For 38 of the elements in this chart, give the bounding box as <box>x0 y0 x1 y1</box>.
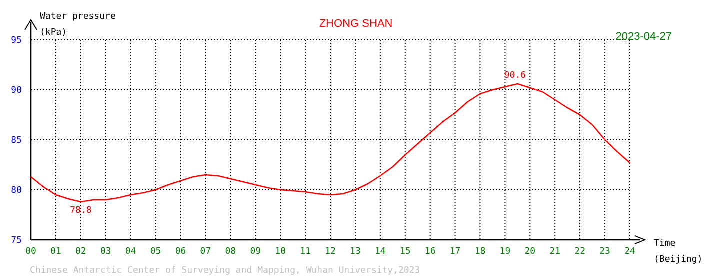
x-tick-label: 13 <box>350 247 361 257</box>
y-tick-label: 80 <box>11 186 22 196</box>
annotation: 78.8 <box>70 206 92 216</box>
x-tick-label: 22 <box>574 247 586 257</box>
y-tick-label: 85 <box>11 136 22 146</box>
annotation: 90.6 <box>504 71 526 81</box>
x-tick-label: 11 <box>300 247 311 257</box>
x-tick-label: 19 <box>500 247 511 257</box>
x-tick-label: 03 <box>100 247 112 257</box>
x-tick-label: 18 <box>474 247 486 257</box>
x-tick-label: 01 <box>50 247 62 257</box>
y-axis-title: Water pressure (kPa) <box>40 12 116 38</box>
x-tick-label: 20 <box>524 247 536 257</box>
chart-title: ZHONG SHAN <box>319 18 393 30</box>
x-tick-label: 04 <box>125 247 136 257</box>
x-tick-label: 06 <box>175 247 186 257</box>
chart-subtitle: 2023-04-27 <box>616 31 672 43</box>
x-axis-title: Time (Beijing) <box>654 239 703 265</box>
line-series <box>30 83 631 203</box>
x-tick-label: 16 <box>424 247 436 257</box>
x-tick-label: 23 <box>600 247 610 257</box>
x-tick-label: 08 <box>225 247 236 257</box>
x-tick-label: 05 <box>150 247 162 257</box>
x-tick-label: 07 <box>200 247 212 257</box>
x-tick-label: 12 <box>325 247 336 257</box>
x-tick-label: 09 <box>250 247 262 257</box>
text: Chinese Antarctic Center of Surveying and Mapping, Wuhan University,2023 <box>30 266 420 276</box>
x-tick-label: 24 <box>624 247 636 257</box>
y-tick-label: 75 <box>11 236 22 246</box>
x-tick-label: 17 <box>450 247 461 257</box>
x-tick-label: 00 <box>26 247 36 257</box>
y-tick-label: 95 <box>11 36 22 46</box>
x-tick-label: 15 <box>400 247 411 257</box>
y-tick-label: 90 <box>11 86 22 96</box>
x-tick-label: 10 <box>275 247 286 257</box>
x-tick-label: 21 <box>550 247 561 257</box>
x-tick-label: 02 <box>75 247 86 257</box>
x-tick-label: 14 <box>374 247 386 257</box>
